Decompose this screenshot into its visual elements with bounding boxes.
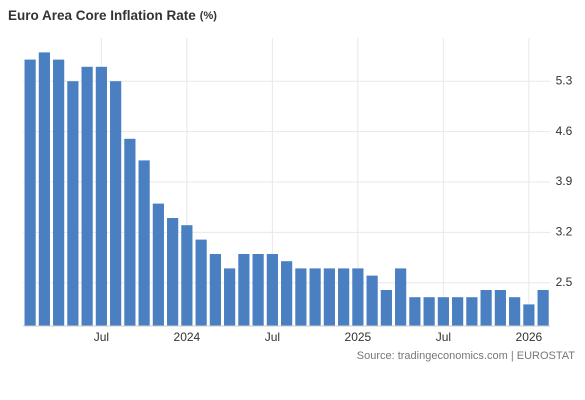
x-tick-label: 2024 bbox=[174, 330, 201, 344]
bar bbox=[395, 268, 407, 326]
bar bbox=[409, 297, 421, 326]
bar bbox=[81, 66, 93, 327]
bar bbox=[295, 268, 307, 326]
bar bbox=[366, 275, 378, 326]
bar bbox=[509, 297, 521, 326]
x-tick-label: Jul bbox=[94, 330, 109, 344]
bar bbox=[110, 81, 122, 326]
bar bbox=[224, 268, 236, 326]
bar bbox=[167, 218, 179, 326]
bar bbox=[209, 254, 221, 326]
bar bbox=[281, 261, 293, 326]
bar bbox=[138, 160, 150, 326]
bar bbox=[323, 268, 335, 326]
x-tick-label: Jul bbox=[265, 330, 280, 344]
bar bbox=[423, 297, 435, 326]
bar bbox=[452, 297, 464, 326]
chart-title: Euro Area Core Inflation Rate (%) bbox=[8, 8, 217, 23]
bar bbox=[195, 239, 207, 326]
bar bbox=[466, 297, 478, 326]
bar bbox=[480, 290, 492, 326]
y-tick-label: 4.6 bbox=[556, 124, 573, 138]
bar bbox=[537, 290, 549, 326]
bar bbox=[95, 66, 107, 327]
title-text: Euro Area Core Inflation Rate bbox=[8, 8, 196, 23]
source: Source: tradingeconomics.com | EUROSTAT bbox=[357, 350, 576, 362]
bar bbox=[494, 290, 506, 326]
bar bbox=[266, 254, 278, 326]
bar bbox=[24, 59, 36, 326]
bar bbox=[352, 268, 364, 326]
bar bbox=[238, 254, 250, 326]
bar bbox=[124, 138, 136, 326]
bar bbox=[152, 203, 164, 326]
bar bbox=[380, 290, 392, 326]
bar bbox=[338, 268, 350, 326]
x-tick-label: 2025 bbox=[345, 330, 372, 344]
y-tick-label: 3.2 bbox=[556, 225, 573, 239]
y-tick-label: 3.9 bbox=[556, 174, 573, 188]
bar bbox=[67, 81, 79, 326]
bar bbox=[523, 304, 535, 326]
x-tick-label: Jul bbox=[436, 330, 451, 344]
title-unit: (%) bbox=[200, 10, 217, 22]
bar bbox=[38, 52, 50, 327]
y-tick-label: 5.3 bbox=[556, 73, 573, 87]
x-tick-label: 2026 bbox=[516, 330, 543, 344]
bar bbox=[53, 59, 65, 326]
bar bbox=[252, 254, 264, 326]
bar bbox=[309, 268, 321, 326]
bar bbox=[437, 297, 449, 326]
y-tick-label: 2.5 bbox=[556, 275, 573, 289]
bar bbox=[181, 225, 193, 326]
